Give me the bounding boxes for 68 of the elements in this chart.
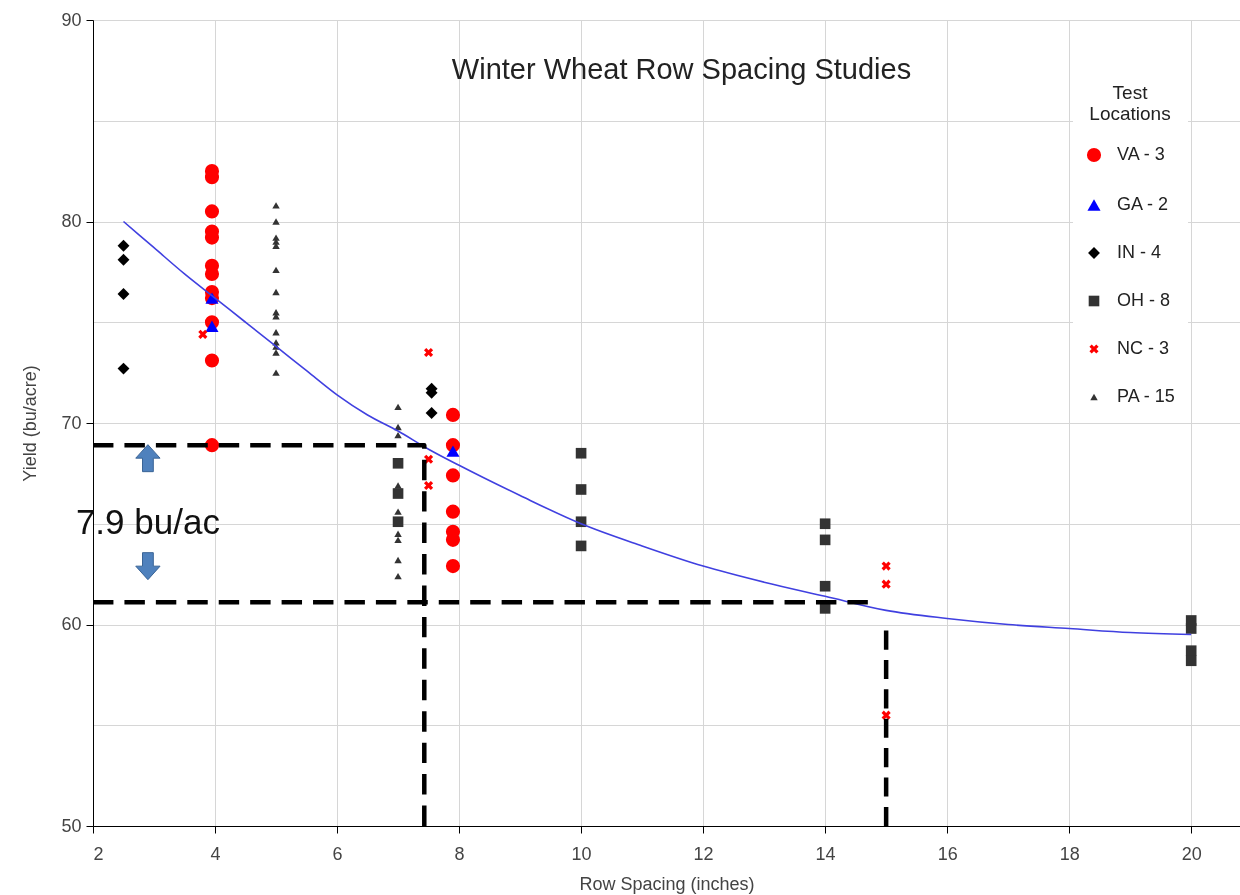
point: [1185, 623, 1197, 634]
legend-label: IN - 4: [1117, 242, 1162, 262]
legend-label: GA - 2: [1117, 194, 1169, 214]
point: [272, 288, 280, 296]
point: [198, 329, 208, 339]
point: [394, 482, 402, 489]
point: [819, 580, 831, 592]
point: [392, 457, 404, 469]
point: [394, 530, 402, 538]
y-tick-label: 60: [61, 614, 82, 634]
point: [575, 447, 587, 459]
point: [575, 484, 587, 495]
legend-label: OH - 8: [1117, 290, 1171, 310]
point: [1185, 645, 1197, 657]
point: [117, 239, 130, 252]
legend-title: Test Locations: [1089, 82, 1171, 124]
y-tick-label: 80: [61, 211, 82, 231]
y-axis-title: Yield (bu/acre): [20, 365, 41, 482]
point: [204, 204, 220, 219]
legend-label: NC - 3: [1117, 338, 1170, 358]
point: [394, 536, 402, 544]
y-tick-label: 90: [61, 9, 82, 30]
point: [423, 480, 434, 491]
x-tick-label: 14: [815, 843, 836, 864]
x-axis-title: Row Spacing (inches): [579, 873, 755, 894]
point: [392, 488, 404, 499]
point: [272, 329, 280, 336]
point: [881, 579, 891, 589]
point: [394, 556, 402, 564]
x-tick-label: 6: [332, 843, 343, 864]
point: [425, 406, 438, 419]
x-tick-label: 16: [937, 843, 958, 864]
point: [272, 349, 280, 356]
point: [445, 468, 461, 483]
point: [205, 320, 219, 332]
y-tick-label: 70: [61, 412, 82, 433]
point: [445, 407, 461, 422]
point: [881, 561, 891, 571]
point: [394, 403, 402, 411]
point: [445, 504, 461, 519]
point: [117, 253, 130, 266]
point: [1185, 655, 1197, 667]
x-tick-label: 10: [571, 843, 592, 864]
point: [117, 362, 130, 375]
point: [272, 202, 280, 209]
legend-label: PA - 15: [1117, 386, 1175, 406]
x-tick-label: 18: [1059, 843, 1080, 864]
point: [394, 508, 402, 515]
y-tick-label: 50: [61, 815, 82, 836]
point: [117, 288, 130, 300]
x-tick-label: 20: [1181, 843, 1202, 864]
point: [272, 218, 280, 225]
point: [204, 353, 220, 368]
point: [204, 438, 220, 453]
point: [272, 369, 280, 376]
point: [446, 445, 460, 457]
point: [819, 518, 831, 530]
point: [272, 266, 280, 274]
x-tick-label: 8: [454, 843, 465, 864]
x-tick-label: 4: [210, 843, 221, 864]
text: Winter Wheat Row Spacing Studies: [451, 53, 912, 85]
point: [392, 516, 404, 528]
legend-label: VA - 3: [1117, 144, 1165, 164]
point: [881, 710, 891, 720]
x-tick-label: 12: [693, 843, 714, 864]
point: [445, 559, 461, 574]
x-tick-label: 2: [93, 843, 104, 864]
point: [423, 347, 434, 358]
